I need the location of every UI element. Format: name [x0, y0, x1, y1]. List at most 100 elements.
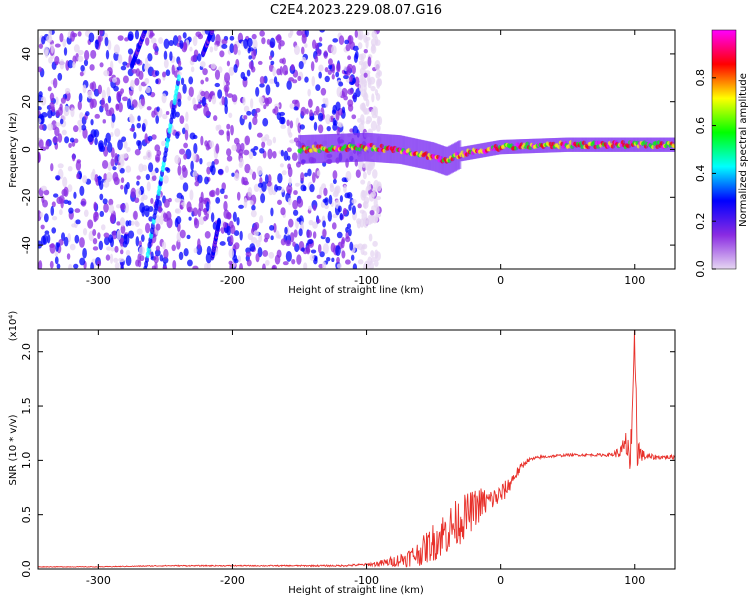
spectrogram-cell — [155, 223, 161, 231]
spectrogram-cell — [74, 208, 81, 213]
spectrogram-cell — [233, 43, 238, 55]
spectrogram-cell — [68, 263, 73, 269]
spectrogram-cell — [154, 70, 160, 77]
spectrogram-cell — [358, 30, 364, 41]
spectrogram-cell — [122, 75, 129, 84]
spectrogram-cell — [48, 56, 53, 64]
spectrogram-cell — [228, 66, 235, 76]
spectrogram-cell — [192, 265, 199, 269]
spectrogram-cell — [99, 193, 104, 201]
spectrogram-cell — [275, 230, 280, 239]
spectrogram-cell — [206, 111, 212, 116]
spectrogram-cell — [197, 53, 202, 62]
spectrogram-cell — [38, 43, 44, 49]
spectrogram-cell — [208, 190, 215, 197]
spectrogram-cell — [206, 201, 210, 212]
spectrogram-cell — [136, 122, 142, 129]
x-tick-label: -200 — [220, 574, 245, 587]
spectrogram-cell — [116, 91, 121, 102]
spectrogram-cell — [192, 151, 197, 162]
spectrogram-cell — [272, 190, 277, 196]
spectrogram-cell — [342, 207, 348, 216]
spectrogram-cell — [134, 148, 141, 156]
spectrogram-cell — [319, 30, 325, 33]
spectrogram-cell — [172, 259, 177, 269]
spectrogram-cell — [212, 221, 217, 230]
spectrogram-cell — [370, 120, 378, 131]
spectrogram-cell — [125, 165, 132, 173]
spectrogram-cell — [40, 185, 47, 191]
spectrogram-cell — [343, 95, 348, 101]
spectrogram-cell — [70, 107, 75, 118]
spectrogram-cell — [344, 259, 351, 265]
spectrogram-cell — [213, 115, 218, 122]
spectrogram-cell — [112, 171, 119, 182]
spectrogram-cell — [186, 259, 193, 267]
spectrogram-cell — [43, 213, 49, 223]
spectrogram-cell — [311, 75, 316, 87]
spectrogram-cell — [292, 209, 299, 216]
spectrogram-cell — [343, 74, 349, 80]
spectrogram-cell — [308, 219, 314, 226]
spectrogram-cell — [222, 221, 228, 229]
spectrogram-cell — [135, 68, 141, 77]
spectrogram-cell — [171, 64, 175, 75]
spectrogram-cell — [272, 136, 277, 144]
spectrogram-cell — [233, 172, 240, 181]
spectrogram-cell — [377, 116, 383, 126]
spectrogram-cell — [248, 55, 253, 60]
spectrogram-cell — [369, 76, 376, 85]
spectrogram-cell — [92, 168, 96, 177]
x-tick-label: -300 — [86, 574, 111, 587]
spectrogram-cell — [89, 98, 94, 110]
spectrogram-cell — [336, 86, 343, 98]
spectrogram-cell — [38, 118, 42, 124]
spectrogram-cell — [192, 134, 198, 140]
spectrogram-cell — [67, 184, 73, 193]
spectrogram-cell — [145, 149, 152, 161]
spectrogram-cell — [84, 50, 90, 61]
spectrogram-cell — [174, 154, 181, 165]
spectrogram-cell — [189, 46, 193, 52]
spectrogram-cell — [224, 86, 229, 97]
spectrogram-cell — [194, 180, 200, 187]
spectrogram-cell — [62, 176, 68, 188]
spectrogram-cell — [318, 64, 324, 72]
spectrogram-cell — [213, 44, 218, 52]
spectrogram-cell — [348, 204, 352, 211]
spectrogram-cell — [179, 148, 186, 155]
spectrogram-cell — [238, 204, 244, 209]
spectrogram-cell — [141, 164, 148, 172]
spectrogram-cell — [345, 170, 352, 182]
spectrogram-cell — [361, 244, 366, 249]
spectrogram-cell — [233, 63, 238, 73]
spectrogram-cell — [361, 102, 366, 113]
spectrogram-cell — [280, 207, 286, 216]
spectrogram-cell — [50, 43, 55, 54]
spectrogram-cell — [211, 95, 217, 105]
spectrogram-cell — [80, 198, 87, 207]
spectrogram-cell — [38, 139, 44, 149]
spectrogram-cell — [182, 182, 189, 192]
spectrogram-cell — [82, 228, 88, 236]
spectrogram-cell — [289, 120, 294, 129]
spectrogram-cell — [38, 66, 43, 73]
spectrogram-cell — [146, 106, 152, 111]
spectrogram-cell — [331, 73, 335, 80]
spectrogram-cell — [183, 153, 188, 160]
spectrogram-cell — [361, 162, 366, 168]
spectrogram-cell — [299, 124, 305, 130]
spectrogram-cell — [346, 223, 352, 229]
spectrogram-cell — [375, 93, 381, 101]
spectrogram-cell — [217, 217, 222, 225]
spectrogram-cell — [324, 67, 329, 73]
spectrogram-cell — [233, 258, 239, 264]
spectrogram-cell — [120, 65, 127, 71]
spectrogram-cell — [122, 61, 128, 66]
spectrogram-cell — [113, 257, 119, 263]
spectrogram-cell — [47, 109, 53, 119]
spectrogram-cell — [127, 48, 134, 55]
spectrogram-cell — [197, 238, 201, 250]
spectrogram-cell — [133, 131, 137, 140]
spectrogram-cell — [273, 76, 278, 85]
